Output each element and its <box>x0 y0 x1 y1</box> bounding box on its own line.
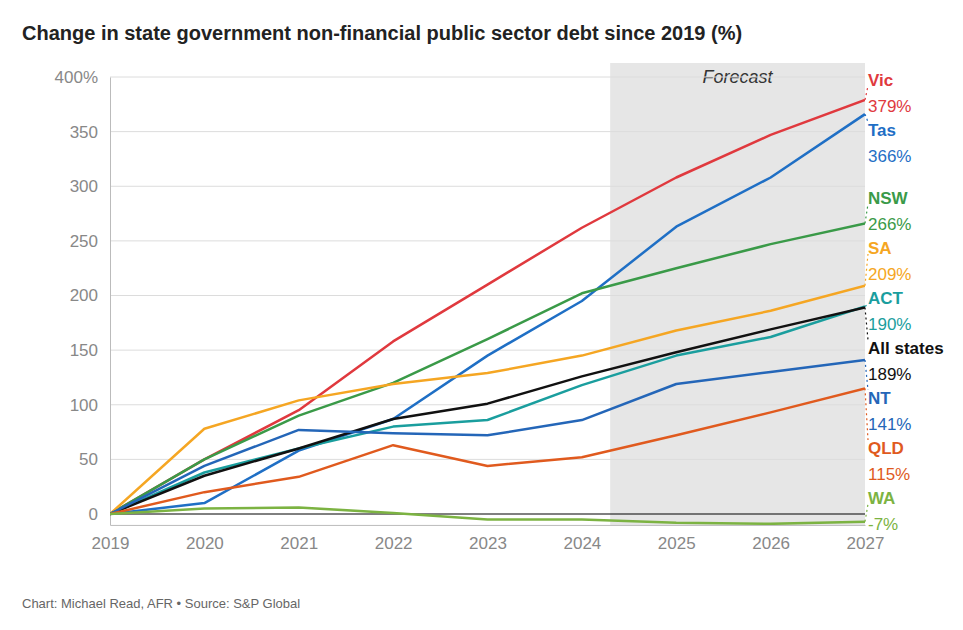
y-tick-label: 300 <box>70 177 98 196</box>
grid-line <box>110 514 865 515</box>
grid <box>110 77 865 514</box>
grid-line <box>110 350 865 351</box>
series-line <box>110 114 865 514</box>
y-tick-label: 400% <box>55 68 98 87</box>
leader-line <box>865 388 868 440</box>
y-tick: 150 <box>70 341 110 360</box>
series-line <box>110 223 865 514</box>
grid-line <box>110 131 865 132</box>
series-name: Tas <box>868 121 896 140</box>
data-label: 209% <box>868 265 911 284</box>
grid-line <box>110 295 865 296</box>
series-name: All states <box>868 339 944 358</box>
y-tick-label: 0 <box>89 505 98 524</box>
x-tick: 2022 <box>375 525 413 553</box>
y-tick: 0 <box>89 505 110 524</box>
y-tick: 250 <box>70 232 110 251</box>
y-tick-label: 50 <box>79 450 98 469</box>
x-tick-label: 2025 <box>658 534 696 553</box>
y-axis: 0 50 100 150 200 250 300 350 400% <box>55 68 111 525</box>
y-axis-line <box>110 78 111 526</box>
y-tick: 400% <box>55 68 110 87</box>
data-label: 366% <box>868 147 911 166</box>
x-tick: 2021 <box>280 525 318 553</box>
forecast-band <box>610 63 865 525</box>
series-name: Vic <box>868 71 893 90</box>
series-line <box>110 286 865 514</box>
x-tick: 2024 <box>563 525 601 553</box>
chart: Change in state government non-financial… <box>0 0 963 630</box>
end-labels: Vic 379% Tas 366% NSW 266% SA 209% ACT 190% All st… <box>865 71 944 534</box>
series-name: QLD <box>868 439 904 458</box>
series-name: ACT <box>868 289 904 308</box>
grid-line <box>110 240 865 241</box>
data-label: 115% <box>868 465 910 484</box>
x-tick-label: 2019 <box>92 534 130 553</box>
series-line <box>110 388 865 514</box>
x-tick-label: 2022 <box>375 534 413 553</box>
y-tick: 100 <box>70 396 110 415</box>
x-axis-line <box>111 525 866 526</box>
data-label: 379% <box>868 97 911 116</box>
data-label: 190% <box>868 315 911 334</box>
y-tick: 50 <box>79 450 110 469</box>
series-line <box>110 308 865 514</box>
leader-line <box>865 308 868 340</box>
title: Change in state government non-financial… <box>22 22 742 44</box>
data-label: 141% <box>868 415 911 434</box>
x-tick: 2020 <box>186 525 224 553</box>
y-tick: 200 <box>70 286 110 305</box>
x-tick-label: 2026 <box>752 534 790 553</box>
y-tick: 350 <box>70 123 110 142</box>
x-tick: 2025 <box>658 525 696 553</box>
source: Chart: Michael Read, AFR • Source: S&P G… <box>22 596 300 611</box>
data-label: 266% <box>868 215 911 234</box>
y-tick-label: 150 <box>70 341 98 360</box>
x-tick-label: 2021 <box>280 534 318 553</box>
series-line <box>110 507 865 523</box>
series-name: NSW <box>868 189 909 208</box>
y-tick-label: 200 <box>70 286 98 305</box>
data-label: 189% <box>868 365 911 384</box>
x-axis: 2019 2020 2021 2022 2023 2024 2025 2026 2027 <box>92 525 885 553</box>
series-line <box>110 306 865 514</box>
series-line <box>110 100 865 514</box>
leader-line <box>865 360 868 390</box>
series-name: SA <box>868 239 892 258</box>
x-tick-label: 2024 <box>563 534 601 553</box>
x-tick-label: 2020 <box>186 534 224 553</box>
x-tick-label: 2023 <box>469 534 507 553</box>
grid-line <box>110 77 865 78</box>
series-name: NT <box>868 389 891 408</box>
y-tick-label: 250 <box>70 232 98 251</box>
x-tick: 2019 <box>92 525 130 553</box>
series-name: WA <box>868 489 895 508</box>
data-label: -7% <box>868 515 898 534</box>
lines <box>110 100 865 524</box>
x-tick: 2026 <box>752 525 790 553</box>
x-tick: 2023 <box>469 525 507 553</box>
y-tick-label: 100 <box>70 396 98 415</box>
x-tick-label: 2027 <box>847 534 885 553</box>
y-tick-label: 350 <box>70 123 98 142</box>
series-line <box>110 360 865 514</box>
y-tick: 300 <box>70 177 110 196</box>
